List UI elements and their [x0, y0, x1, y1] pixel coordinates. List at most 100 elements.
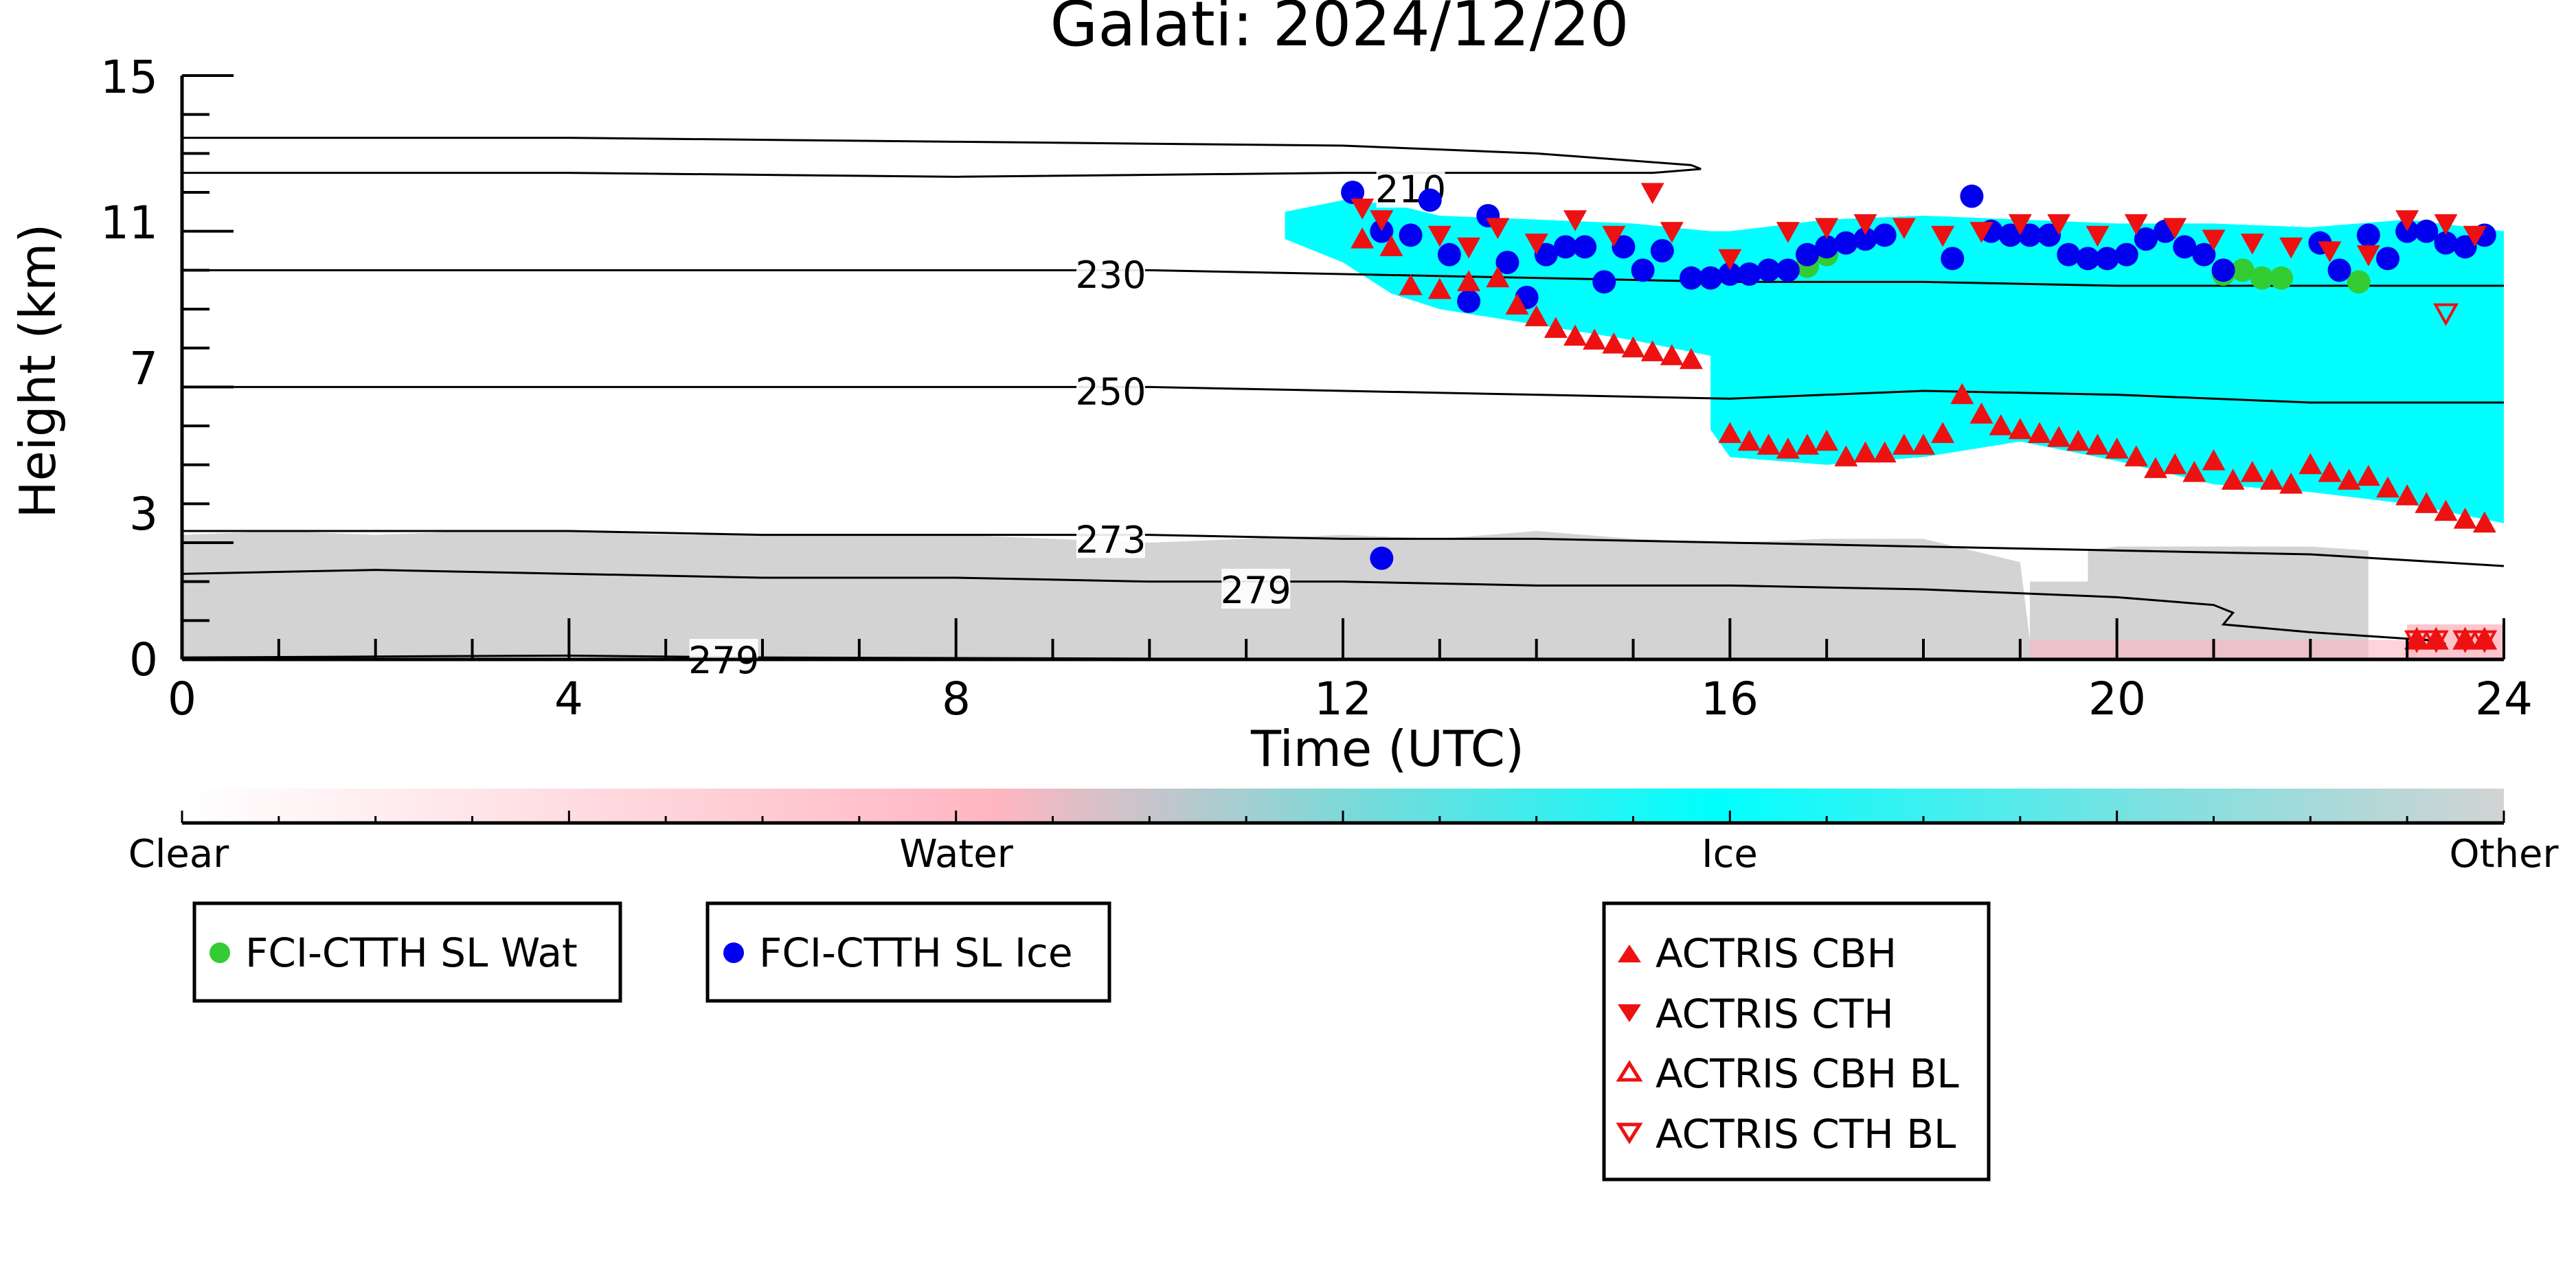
marker-actris-cth: [2086, 225, 2110, 247]
marker-actris-cbh: [1931, 422, 1955, 443]
legend-label: ACTRIS CBH: [1656, 930, 1897, 977]
marker-fci-ctth-sl-ice: [1495, 251, 1519, 274]
marker-actris-cth: [2356, 245, 2380, 267]
marker-actris-cth: [1931, 225, 1955, 247]
marker-actris-cbh: [2337, 468, 2361, 490]
marker-actris-cbh: [2453, 508, 2477, 529]
legend-label: ACTRIS CTH: [1656, 991, 1894, 1037]
legend-water: FCI-CTTH SL Wat: [192, 901, 622, 1003]
marker-actris-cth: [1563, 210, 1587, 231]
colorbar-ticks: [181, 811, 2505, 823]
marker-actris-cbh: [2472, 511, 2496, 533]
x-axis-ticks: [181, 618, 2505, 659]
marker-fci-ctth-sl-ice: [2415, 219, 2439, 243]
y-tick-label: 15: [100, 51, 158, 104]
contour-label-background: [1076, 370, 1145, 410]
contour-line-210: [182, 137, 1702, 178]
marker-fci-ctth-sl-ice: [1718, 262, 1742, 286]
contour-line-230: [182, 269, 2504, 287]
marker-fci-ctth-sl-ice: [1699, 266, 1723, 290]
marker-actris-cth: [1427, 225, 1451, 247]
contour-label-background: [1076, 518, 1145, 558]
marker-actris-cbh: [1776, 438, 1800, 459]
water-cloud-region: [2029, 640, 2417, 659]
marker-actris-cbh: [1853, 441, 1877, 463]
marker-fci-ctth-sl-ice: [2356, 223, 2380, 247]
marker-fci-ctth-sl-ice: [1873, 223, 1897, 247]
marker-actris-cbh: [1660, 344, 1684, 365]
marker-fci-ctth-sl-ice: [2376, 247, 2399, 271]
marker-fci-ctth-sl-ice: [2076, 247, 2100, 271]
legend-box: [705, 901, 1111, 1003]
marker-fci-ctth-sl-ice: [2114, 242, 2138, 267]
cloud-mask-layer: [182, 200, 2504, 659]
marker-actris-cth: [2279, 237, 2303, 259]
marker-actris-cth: [1660, 222, 1684, 243]
marker-fci-ctth-sl-ice: [1834, 231, 1858, 255]
marker-actris-cbh: [1796, 433, 1819, 455]
marker-actris-cbh: [2298, 453, 2323, 475]
marker-actris-cth: [1524, 234, 1548, 255]
contour-label: 279: [1221, 569, 1291, 612]
marker-fci-ctth-sl-ice: [1998, 223, 2022, 247]
chart-title: Galati: 2024/12/20: [1050, 0, 1629, 60]
marker-actris-cth: [1892, 218, 1916, 239]
marker-fci-ctth-sl-ice: [1612, 235, 1636, 259]
contour-label: 273: [1075, 518, 1146, 561]
marker-fci-ctth-sl-wat: [2250, 266, 2274, 290]
marker-actris-cth: [1351, 199, 1375, 220]
legend-label: ACTRIS CTH BL: [1656, 1111, 1956, 1157]
marker-actris-cbh: [2163, 453, 2187, 475]
legend-label: ACTRIS CBH BL: [1656, 1050, 1959, 1097]
marker-fci-ctth-sl-wat: [2230, 258, 2255, 282]
marker-actris-cbh: [1351, 227, 1375, 249]
marker-actris-cth: [1640, 183, 1664, 204]
marker-actris-cbh: [1621, 336, 1645, 358]
marker-actris-cbh: [1427, 278, 1451, 300]
marker-actris-cbh: [2105, 438, 2129, 459]
marker-actris-cbh: [2415, 492, 2439, 513]
marker-actris-cbh: [2182, 461, 2206, 482]
marker-actris-cbh: [2202, 449, 2226, 471]
marker-actris-cbh: [1892, 433, 1916, 455]
y-axis-label: Height (km): [9, 224, 67, 519]
marker-actris-cbh: [2318, 461, 2342, 482]
marker-fci-ctth-sl-ice: [2173, 235, 2197, 259]
marker-actris-cbh: [1680, 348, 1703, 370]
marker-fci-ctth-sl-ice: [1553, 235, 1577, 259]
marker-fci-ctth-sl-ice: [1941, 247, 1965, 271]
marker-actris-cbh: [2221, 468, 2245, 490]
marker-actris-cbh: [1950, 383, 1974, 405]
marker-actris-cth: [1776, 222, 1800, 243]
marker-actris-cth: [1370, 210, 1394, 231]
marker-actris-cbh: [1640, 340, 1664, 361]
contour-label: 250: [1075, 370, 1146, 414]
marker-actris-cth: [1815, 218, 1839, 239]
contour-line-279: [181, 569, 2446, 645]
marker-actris-cth: [2008, 214, 2032, 236]
marker-fci-ctth-sl-ice: [2192, 242, 2216, 267]
legend-box: [1602, 901, 1991, 1182]
marker-actris-cth: [2047, 214, 2071, 236]
marker-fci-ctth-sl-ice: [2434, 231, 2458, 255]
legend-marker-fci-ice: [723, 942, 744, 963]
marker-actris-cbh: [2434, 499, 2458, 521]
contour-label-background: [1076, 253, 1145, 293]
marker-fci-ctth-sl-ice: [1573, 235, 1597, 259]
marker-actris-cbh: [2008, 418, 2032, 440]
marker-fci-ctth-sl-ice: [2327, 258, 2351, 282]
y-axis-tick-labels: 0 3 7 11 15: [100, 51, 158, 686]
marker-actris-cth: [2434, 214, 2458, 236]
legend-actris: ACTRIS CBH ACTRIS CTH ACTRIS CBH BL ACTR…: [1602, 901, 1991, 1182]
marker-actris-cbh: [2124, 445, 2148, 466]
x-tick-label: 24: [2475, 673, 2533, 725]
marker-actris-cbh: [1486, 266, 1510, 288]
marker-fci-ctth-sl-ice: [1776, 258, 1800, 282]
marker-fci-ctth-sl-ice: [2095, 247, 2119, 271]
colorbar-label-clear: Clear: [128, 832, 229, 877]
legend-marker-fci-wat: [210, 942, 230, 963]
x-tick-label: 16: [1701, 673, 1759, 725]
colorbar-label-ice: Ice: [1702, 832, 1758, 877]
data-markers: [1341, 181, 2498, 653]
